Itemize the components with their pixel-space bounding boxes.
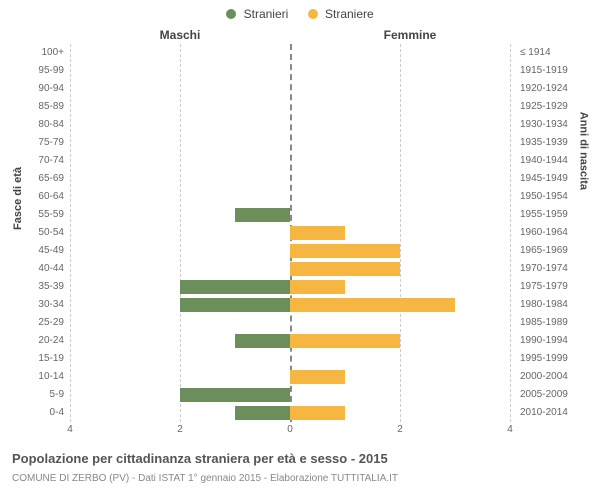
bar-male xyxy=(235,334,290,348)
chart-row xyxy=(70,368,510,386)
column-title-male: Maschi xyxy=(70,28,290,42)
birth-year-label: 2000-2004 xyxy=(520,368,600,386)
bar-female xyxy=(290,280,345,294)
age-label: 40-44 xyxy=(0,260,64,278)
legend-label-male: Stranieri xyxy=(244,7,289,21)
birth-year-label: 1940-1944 xyxy=(520,152,600,170)
chart-row xyxy=(70,224,510,242)
bar-female xyxy=(290,406,345,420)
age-label: 20-24 xyxy=(0,332,64,350)
legend-item-male: Stranieri xyxy=(226,6,288,21)
birth-year-label: 1975-1979 xyxy=(520,278,600,296)
birth-year-label: 1915-1919 xyxy=(520,62,600,80)
chart-row xyxy=(70,80,510,98)
chart-row xyxy=(70,278,510,296)
chart-row xyxy=(70,332,510,350)
age-label: 10-14 xyxy=(0,368,64,386)
birth-year-label: 1985-1989 xyxy=(520,314,600,332)
age-label: 35-39 xyxy=(0,278,64,296)
legend-label-female: Straniere xyxy=(325,7,374,21)
birth-year-label: ≤ 1914 xyxy=(520,44,600,62)
birth-year-label: 1945-1949 xyxy=(520,170,600,188)
birth-year-label: 1965-1969 xyxy=(520,242,600,260)
bar-female xyxy=(290,262,400,276)
age-label: 65-69 xyxy=(0,170,64,188)
birth-year-label: 1990-1994 xyxy=(520,332,600,350)
age-label: 70-74 xyxy=(0,152,64,170)
chart-row xyxy=(70,44,510,62)
age-label: 50-54 xyxy=(0,224,64,242)
birth-year-label: 1955-1959 xyxy=(520,206,600,224)
age-label: 100+ xyxy=(0,44,64,62)
age-label: 15-19 xyxy=(0,350,64,368)
age-label: 55-59 xyxy=(0,206,64,224)
chart-title: Popolazione per cittadinanza straniera p… xyxy=(12,451,388,466)
birth-year-label: 1980-1984 xyxy=(520,296,600,314)
chart-row xyxy=(70,386,510,404)
age-label: 30-34 xyxy=(0,296,64,314)
birth-year-label: 1930-1934 xyxy=(520,116,600,134)
birth-year-label: 1920-1924 xyxy=(520,80,600,98)
bar-female xyxy=(290,226,345,240)
chart-row xyxy=(70,116,510,134)
chart-row xyxy=(70,188,510,206)
population-pyramid-chart: Stranieri Straniere Maschi Femmine Fasce… xyxy=(0,0,600,500)
chart-row xyxy=(70,62,510,80)
chart-row xyxy=(70,350,510,368)
bar-female xyxy=(290,298,455,312)
chart-subtitle: COMUNE DI ZERBO (PV) - Dati ISTAT 1° gen… xyxy=(12,473,398,484)
x-tick-label: 0 xyxy=(280,424,300,435)
age-label: 5-9 xyxy=(0,386,64,404)
chart-row xyxy=(70,98,510,116)
bar-female xyxy=(290,334,400,348)
gridline xyxy=(510,44,511,422)
bar-male xyxy=(180,388,290,402)
x-tick-label: 2 xyxy=(170,424,190,435)
bar-male xyxy=(180,298,290,312)
chart-row xyxy=(70,404,510,422)
chart-row xyxy=(70,314,510,332)
bar-male xyxy=(235,208,290,222)
bar-male xyxy=(180,280,290,294)
birth-year-label: 1960-1964 xyxy=(520,224,600,242)
birth-year-label: 1970-1974 xyxy=(520,260,600,278)
column-title-female: Femmine xyxy=(300,28,520,42)
age-label: 95-99 xyxy=(0,62,64,80)
bar-female xyxy=(290,370,345,384)
chart-row xyxy=(70,134,510,152)
legend-swatch-female xyxy=(308,9,318,19)
x-tick-label: 4 xyxy=(500,424,520,435)
legend-item-female: Straniere xyxy=(308,6,374,21)
age-label: 0-4 xyxy=(0,404,64,422)
age-label: 60-64 xyxy=(0,188,64,206)
legend: Stranieri Straniere xyxy=(0,6,600,21)
age-label: 85-89 xyxy=(0,98,64,116)
plot-area xyxy=(70,44,510,422)
age-label: 75-79 xyxy=(0,134,64,152)
chart-row xyxy=(70,170,510,188)
birth-year-label: 1935-1939 xyxy=(520,134,600,152)
birth-year-label: 1925-1929 xyxy=(520,98,600,116)
chart-row xyxy=(70,206,510,224)
chart-row xyxy=(70,152,510,170)
chart-row xyxy=(70,260,510,278)
birth-year-label: 2005-2009 xyxy=(520,386,600,404)
age-label: 25-29 xyxy=(0,314,64,332)
birth-year-label: 1950-1954 xyxy=(520,188,600,206)
chart-row xyxy=(70,242,510,260)
age-label: 90-94 xyxy=(0,80,64,98)
legend-swatch-male xyxy=(226,9,236,19)
birth-year-label: 1995-1999 xyxy=(520,350,600,368)
chart-row xyxy=(70,296,510,314)
bar-female xyxy=(290,244,400,258)
x-tick-label: 4 xyxy=(60,424,80,435)
age-label: 80-84 xyxy=(0,116,64,134)
bar-male xyxy=(235,406,290,420)
age-label: 45-49 xyxy=(0,242,64,260)
birth-year-label: 2010-2014 xyxy=(520,404,600,422)
x-tick-label: 2 xyxy=(390,424,410,435)
